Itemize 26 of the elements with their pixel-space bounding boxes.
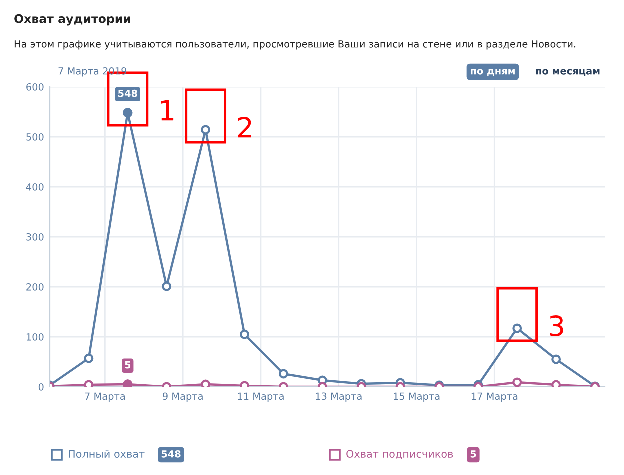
text: 5 bbox=[470, 450, 476, 458]
x-tick-label: 7 Марта bbox=[85, 392, 125, 402]
x-tick-label: 13 Марта bbox=[316, 392, 362, 402]
annotation: 1 bbox=[162, 100, 174, 121]
legend-label: Охват подписчиков bbox=[346, 450, 454, 460]
y-tick-label: 300 bbox=[26, 233, 44, 241]
chart-subtitle: На этом графике учитываются пользователи, просмотревшие Ваши записи на стене или в разделе Новости. bbox=[14, 40, 576, 50]
annotation: 3 bbox=[550, 316, 564, 337]
x-tick-label: 15 Марта bbox=[394, 392, 440, 402]
x-tick-label: 11 Марта bbox=[238, 392, 284, 402]
y-tick-label: 500 bbox=[26, 133, 44, 141]
y-tick-label: 200 bbox=[26, 283, 44, 291]
text: по дням bbox=[471, 69, 515, 76]
text: по месяцам bbox=[536, 69, 600, 76]
data-label: 548 bbox=[118, 90, 138, 98]
data-label: 5 bbox=[125, 362, 131, 369]
y-tick-label: 400 bbox=[26, 183, 44, 191]
annotation: 2 bbox=[238, 117, 252, 138]
x-tick-label: 17 Марта bbox=[472, 392, 518, 402]
y-tick-label: 600 bbox=[26, 83, 44, 91]
y-tick-label: 100 bbox=[26, 333, 44, 341]
legend-label: Полный охват bbox=[69, 450, 145, 458]
x-tick-label: 9 Марта bbox=[162, 392, 203, 402]
chart-title: Охват аудитории bbox=[14, 14, 130, 26]
y-tick-label: 0 bbox=[38, 383, 44, 391]
text: 548 bbox=[162, 450, 181, 458]
